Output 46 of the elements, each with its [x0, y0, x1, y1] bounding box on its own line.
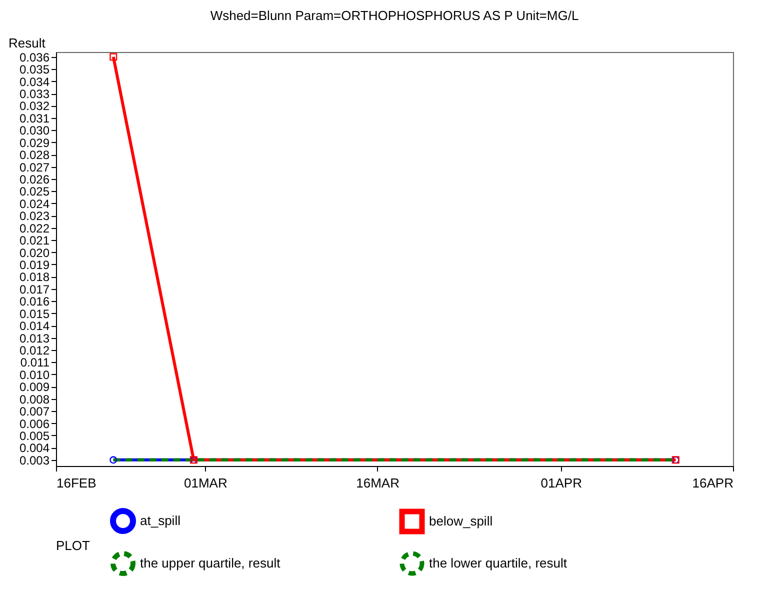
y-tick-label: 0.005 — [19, 428, 50, 443]
y-tick-label: 0.016 — [19, 294, 50, 309]
legend-label: at_spill — [140, 513, 181, 528]
y-tick-label: 0.025 — [19, 184, 50, 199]
y-tick-label: 0.012 — [19, 343, 50, 358]
y-tick-label: 0.007 — [19, 404, 50, 419]
y-tick-label: 0.035 — [19, 62, 50, 77]
y-tick-label: 0.017 — [19, 282, 50, 296]
x-tick-label: 01MAR — [184, 476, 228, 490]
legend-label: the upper quartile, result — [140, 556, 281, 570]
y-tick-label: 0.022 — [19, 221, 50, 236]
y-tick-label: 0.023 — [19, 209, 50, 224]
y-tick-label: 0.004 — [19, 441, 50, 456]
y-tick-label: 0.021 — [19, 234, 50, 248]
y-tick-label: 0.026 — [19, 172, 50, 187]
y-axis-title: Result — [8, 36, 46, 50]
x-tick-label: 16FEB — [56, 476, 96, 490]
y-tick-label: 0.010 — [19, 368, 50, 382]
y-tick-label: 0.030 — [19, 124, 50, 138]
y-tick-label: 0.019 — [19, 258, 50, 272]
y-tick-label: 0.028 — [19, 148, 50, 162]
y-tick-label: 0.006 — [19, 416, 50, 431]
y-tick-label: 0.014 — [19, 319, 50, 334]
y-tick-label: 0.009 — [19, 380, 50, 394]
y-tick-label: 0.011 — [20, 356, 50, 370]
y-tick-label: 0.008 — [19, 392, 50, 406]
y-tick-label: 0.034 — [19, 74, 50, 89]
y-tick-label: 0.020 — [19, 246, 50, 260]
chart-title: Wshed=Blunn Param=ORTHOPHOSPHORUS AS P Unit=MG/L — [210, 8, 579, 23]
x-tick-label: 16APR — [692, 476, 734, 490]
y-tick-label: 0.036 — [19, 50, 50, 64]
y-tick-label: 0.032 — [19, 99, 50, 114]
y-tick-label: 0.003 — [19, 453, 50, 468]
legend-label: below_spill — [429, 514, 493, 528]
y-tick-label: 0.027 — [19, 160, 50, 174]
y-tick-label: 0.013 — [19, 331, 50, 346]
y-tick-label: 0.029 — [19, 136, 50, 150]
y-tick-label: 0.033 — [19, 87, 50, 102]
y-tick-label: 0.015 — [19, 306, 50, 321]
x-tick-label: 16MAR — [356, 476, 400, 490]
y-tick-label: 0.018 — [19, 270, 50, 284]
y-tick-label: 0.031 — [19, 111, 50, 126]
y-tick-label: 0.024 — [19, 196, 50, 211]
legend-label: the lower quartile, result — [429, 556, 568, 570]
x-tick-label: 01APR — [540, 476, 582, 490]
legend-title: PLOT — [56, 538, 90, 553]
